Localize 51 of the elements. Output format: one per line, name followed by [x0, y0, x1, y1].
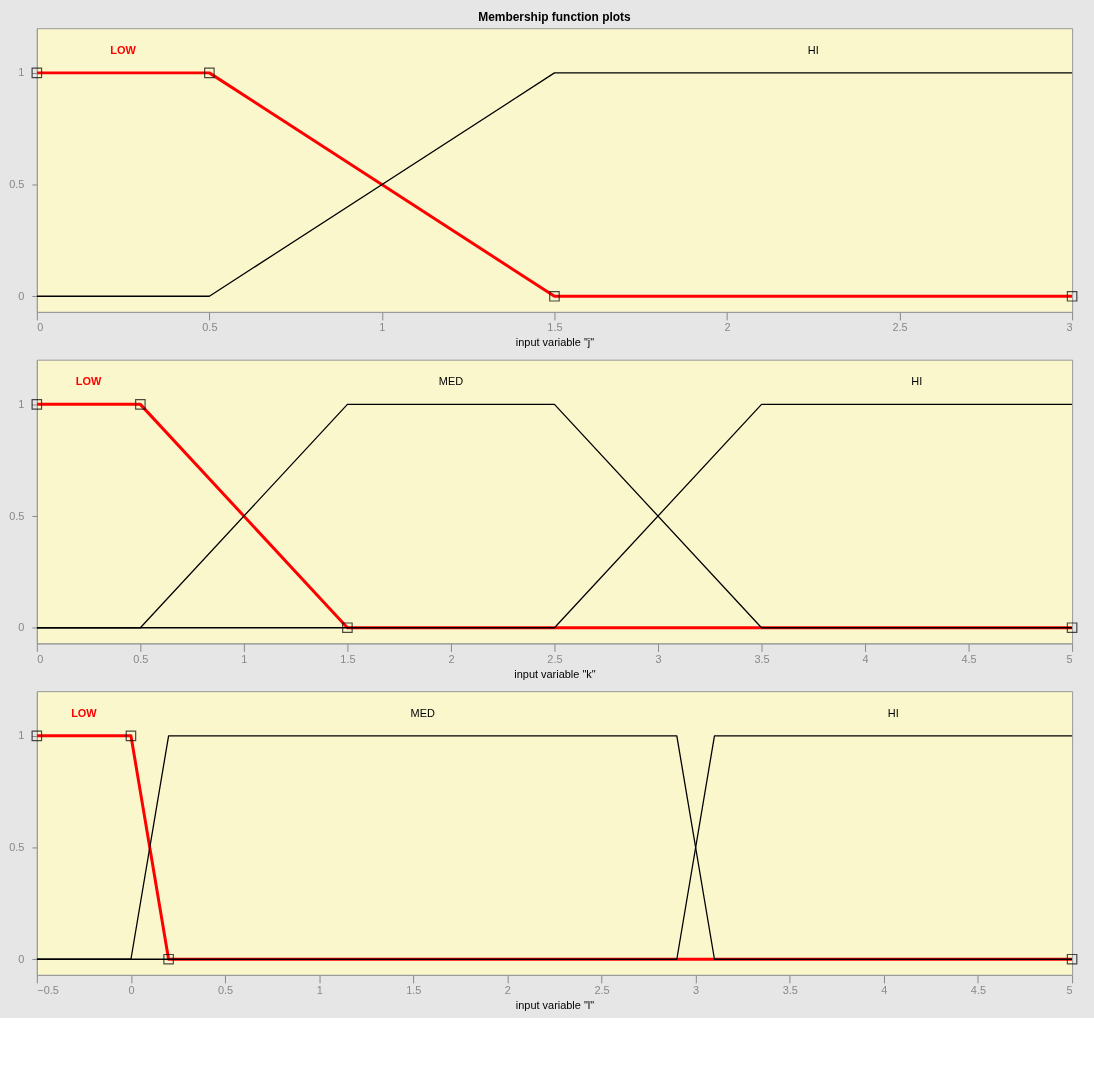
x-tick-label: 0.5 — [202, 321, 218, 334]
y-tick-label: 0.5 — [9, 509, 25, 522]
x-tick-label: 4.5 — [961, 652, 977, 665]
x-tick-label: 5 — [1066, 652, 1073, 665]
x-axis-title: input variable "k" — [514, 667, 596, 680]
x-tick-label: 0 — [128, 984, 135, 997]
y-tick-label: 1 — [18, 397, 25, 410]
x-tick-label: 3 — [1066, 321, 1073, 334]
x-tick-label: 4 — [881, 984, 888, 997]
y-tick-label: 0.5 — [9, 841, 25, 854]
x-tick-label: 2.5 — [594, 984, 610, 997]
y-tick-label: 0 — [18, 289, 25, 302]
x-tick-label: 0 — [37, 321, 44, 334]
x-tick-label: 1.5 — [406, 984, 422, 997]
x-tick-label: 4.5 — [970, 984, 987, 997]
series-label: LOW — [110, 43, 137, 56]
series-label: LOW — [75, 375, 103, 388]
y-tick-label: 1 — [18, 66, 25, 79]
y-tick-label: 0 — [18, 952, 25, 965]
x-tick-label: 0.5 — [133, 652, 149, 665]
x-tick-label: 5 — [1066, 984, 1073, 997]
y-tick-label: 1 — [18, 729, 25, 742]
x-tick-label: 1 — [379, 321, 386, 334]
x-tick-label: 3.5 — [754, 652, 770, 665]
x-tick-label: 1.5 — [547, 321, 563, 334]
series-label: HI — [807, 43, 819, 56]
x-tick-label: 1 — [241, 652, 248, 665]
x-tick-label: 2 — [504, 984, 511, 997]
x-tick-label: 0 — [37, 652, 44, 665]
y-tick-label: 0.5 — [9, 178, 25, 191]
x-tick-label: 0.5 — [217, 984, 234, 997]
x-axis-title: input variable "j" — [515, 336, 595, 349]
x-tick-label: 3.5 — [782, 984, 798, 997]
series-label: HI — [887, 706, 899, 719]
x-tick-label: −0.5 — [37, 984, 59, 997]
x-tick-label: 1 — [316, 984, 323, 997]
chart-title: Membership function plots — [478, 10, 632, 25]
x-tick-label: 2 — [448, 652, 455, 665]
series-label: MED — [410, 706, 435, 719]
series-label: LOW — [71, 706, 98, 719]
x-tick-label: 2.5 — [547, 652, 563, 665]
x-tick-label: 3 — [655, 652, 662, 665]
x-tick-label: 1.5 — [340, 652, 356, 665]
x-axis-title: input variable "l" — [515, 999, 595, 1012]
x-tick-label: 4 — [862, 652, 869, 665]
x-tick-label: 2.5 — [892, 321, 908, 334]
x-tick-label: 2 — [724, 321, 731, 334]
x-tick-label: 3 — [693, 984, 700, 997]
series-label: HI — [911, 375, 923, 388]
y-tick-label: 0 — [18, 621, 25, 634]
series-label: MED — [438, 375, 464, 388]
